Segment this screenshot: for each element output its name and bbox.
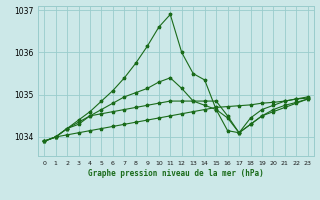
X-axis label: Graphe pression niveau de la mer (hPa): Graphe pression niveau de la mer (hPa) <box>88 169 264 178</box>
